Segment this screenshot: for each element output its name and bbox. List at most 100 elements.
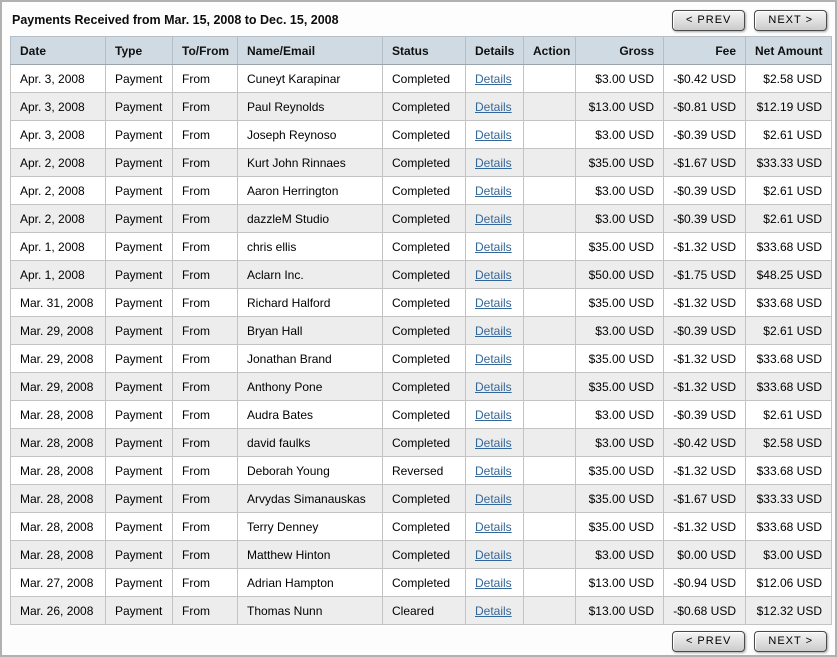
cell-net-amount: $33.33 USD bbox=[745, 148, 832, 177]
table-row: Apr. 2, 2008 Payment From dazzleM Studio Com… bbox=[10, 204, 832, 233]
details-link[interactable]: Details bbox=[475, 379, 512, 394]
cell-type: Payment bbox=[105, 372, 173, 401]
table-row: Apr. 3, 2008 Payment From Joseph Reynoso Com… bbox=[10, 120, 832, 149]
details-link[interactable]: Details bbox=[475, 351, 512, 366]
table-header-row: Date Type To/From Name/Email Status Details Ac… bbox=[10, 36, 832, 65]
cell-status: Completed bbox=[382, 372, 466, 401]
cell-to-from: From bbox=[172, 64, 238, 93]
payments-table: Date Type To/From Name/Email Status Details Ac… bbox=[10, 36, 832, 625]
cell-type: Payment bbox=[105, 120, 173, 149]
cell-to-from: From bbox=[172, 540, 238, 569]
details-link[interactable]: Details bbox=[475, 295, 512, 310]
cell-name: Thomas Nunn bbox=[237, 596, 383, 625]
cell-gross: $35.00 USD bbox=[575, 512, 664, 541]
cell-type: Payment bbox=[105, 232, 173, 261]
cell-details: Details bbox=[465, 484, 524, 513]
column-header-type: Type bbox=[105, 36, 173, 65]
cell-status: Completed bbox=[382, 316, 466, 345]
cell-fee: -$0.39 USD bbox=[663, 120, 746, 149]
cell-action bbox=[523, 148, 576, 177]
details-link[interactable]: Details bbox=[475, 575, 512, 590]
cell-name: Anthony Pone bbox=[237, 372, 383, 401]
cell-action bbox=[523, 596, 576, 625]
details-link[interactable]: Details bbox=[475, 127, 512, 142]
details-link[interactable]: Details bbox=[475, 491, 512, 506]
payments-table-body: Apr. 3, 2008 Payment From Cuneyt Karapinar C… bbox=[10, 64, 832, 625]
table-row: Mar. 28, 2008 Payment From Deborah Young Rev… bbox=[10, 456, 832, 485]
cell-action bbox=[523, 372, 576, 401]
next-button-top[interactable]: NEXT > bbox=[754, 9, 827, 31]
cell-to-from: From bbox=[172, 596, 238, 625]
column-header-gross: Gross bbox=[575, 36, 664, 65]
details-link[interactable]: Details bbox=[475, 183, 512, 198]
cell-date: Apr. 2, 2008 bbox=[10, 148, 106, 177]
cell-status: Completed bbox=[382, 568, 466, 597]
column-header-net-amount: Net Amount bbox=[745, 36, 832, 65]
table-row: Mar. 28, 2008 Payment From david faulks Comp… bbox=[10, 428, 832, 457]
cell-gross: $35.00 USD bbox=[575, 344, 664, 373]
cell-name: Matthew Hinton bbox=[237, 540, 383, 569]
cell-fee: -$1.32 USD bbox=[663, 512, 746, 541]
cell-to-from: From bbox=[172, 204, 238, 233]
cell-to-from: From bbox=[172, 92, 238, 121]
column-header-fee: Fee bbox=[663, 36, 746, 65]
cell-date: Mar. 26, 2008 bbox=[10, 596, 106, 625]
cell-gross: $13.00 USD bbox=[575, 568, 664, 597]
cell-net-amount: $33.68 USD bbox=[745, 512, 832, 541]
cell-date: Mar. 28, 2008 bbox=[10, 484, 106, 513]
cell-net-amount: $2.58 USD bbox=[745, 64, 832, 93]
details-link[interactable]: Details bbox=[475, 519, 512, 534]
table-row: Mar. 29, 2008 Payment From Anthony Pone Comp… bbox=[10, 372, 832, 401]
cell-fee: -$0.68 USD bbox=[663, 596, 746, 625]
details-link[interactable]: Details bbox=[475, 71, 512, 86]
cell-fee: -$0.42 USD bbox=[663, 428, 746, 457]
cell-type: Payment bbox=[105, 456, 173, 485]
cell-date: Apr. 1, 2008 bbox=[10, 232, 106, 261]
details-link[interactable]: Details bbox=[475, 435, 512, 450]
cell-fee: -$1.67 USD bbox=[663, 484, 746, 513]
cell-name: Aaron Herrington bbox=[237, 176, 383, 205]
cell-to-from: From bbox=[172, 232, 238, 261]
prev-button-top[interactable]: < PREV bbox=[671, 9, 746, 31]
column-header-date: Date bbox=[10, 36, 106, 65]
details-link[interactable]: Details bbox=[475, 267, 512, 282]
cell-details: Details bbox=[465, 512, 524, 541]
cell-fee: -$1.75 USD bbox=[663, 260, 746, 289]
cell-type: Payment bbox=[105, 400, 173, 429]
cell-action bbox=[523, 232, 576, 261]
cell-to-from: From bbox=[172, 260, 238, 289]
details-link[interactable]: Details bbox=[475, 155, 512, 170]
table-row: Mar. 28, 2008 Payment From Matthew Hinton Co… bbox=[10, 540, 832, 569]
details-link[interactable]: Details bbox=[475, 463, 512, 478]
details-link[interactable]: Details bbox=[475, 99, 512, 114]
cell-details: Details bbox=[465, 568, 524, 597]
cell-fee: -$1.32 USD bbox=[663, 372, 746, 401]
prev-button-bottom[interactable]: < PREV bbox=[671, 631, 746, 652]
cell-date: Mar. 28, 2008 bbox=[10, 512, 106, 541]
top-bar: Payments Received from Mar. 15, 2008 to … bbox=[2, 2, 835, 36]
details-link[interactable]: Details bbox=[475, 211, 512, 226]
cell-action bbox=[523, 260, 576, 289]
details-link[interactable]: Details bbox=[475, 547, 512, 562]
details-link[interactable]: Details bbox=[475, 239, 512, 254]
column-header-action: Action bbox=[523, 36, 576, 65]
cell-status: Completed bbox=[382, 176, 466, 205]
next-button-bottom[interactable]: NEXT > bbox=[754, 631, 827, 652]
cell-fee: -$1.32 USD bbox=[663, 344, 746, 373]
cell-action bbox=[523, 540, 576, 569]
cell-net-amount: $33.68 USD bbox=[745, 344, 832, 373]
cell-fee: $0.00 USD bbox=[663, 540, 746, 569]
cell-date: Apr. 3, 2008 bbox=[10, 92, 106, 121]
table-row: Apr. 3, 2008 Payment From Paul Reynolds Comp… bbox=[10, 92, 832, 121]
cell-gross: $35.00 USD bbox=[575, 456, 664, 485]
cell-fee: -$0.42 USD bbox=[663, 64, 746, 93]
details-link[interactable]: Details bbox=[475, 323, 512, 338]
cell-details: Details bbox=[465, 344, 524, 373]
column-header-to-from: To/From bbox=[172, 36, 238, 65]
cell-gross: $3.00 USD bbox=[575, 176, 664, 205]
table-row: Mar. 26, 2008 Payment From Thomas Nunn Clear… bbox=[10, 596, 832, 625]
details-link[interactable]: Details bbox=[475, 603, 512, 618]
cell-gross: $13.00 USD bbox=[575, 92, 664, 121]
bottom-bar: < PREV NEXT > bbox=[2, 625, 835, 652]
details-link[interactable]: Details bbox=[475, 407, 512, 422]
